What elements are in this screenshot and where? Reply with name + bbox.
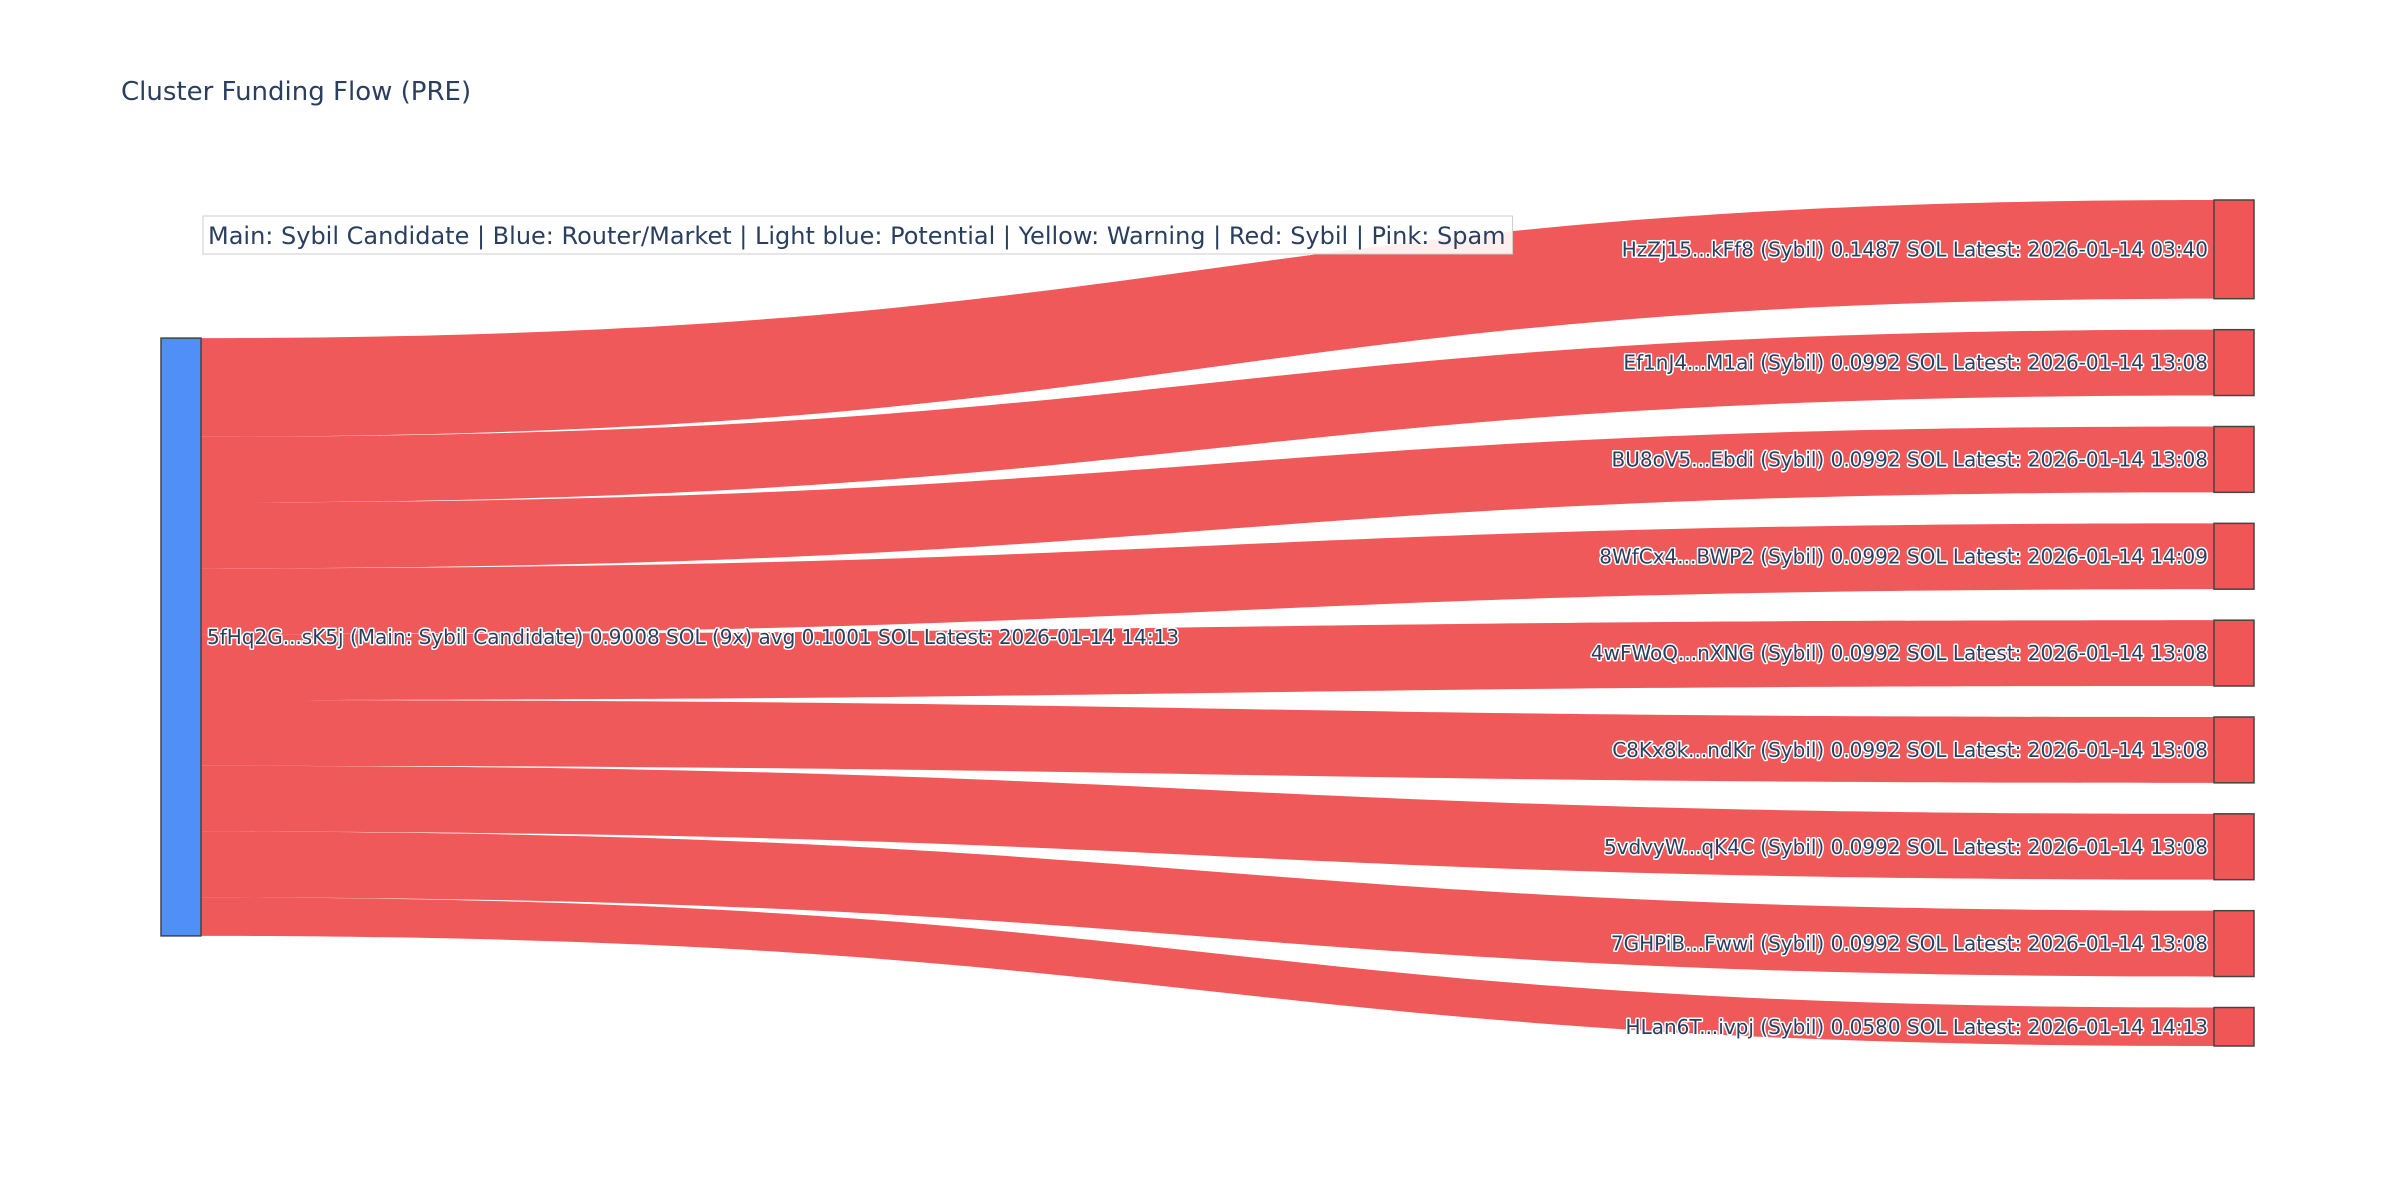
target-node-label: HzZj15...kFf8 (Sybil) 0.1487 SOL Latest:… xyxy=(1622,237,2208,261)
legend-box: Main: Sybil Candidate | Blue: Router/Mar… xyxy=(202,215,1514,255)
labels-layer: HzZj15...kFf8 (Sybil) 0.1487 SOL Latest:… xyxy=(206,236,2210,1040)
target-node-label: Ef1nJ4...M1ai (Sybil) 0.0992 SOL Latest:… xyxy=(1623,351,2208,375)
source-node-label: 5fHq2G...sK5j (Main: Sybil Candidate) 0.… xyxy=(207,625,1179,649)
flow-link-3 xyxy=(201,426,2214,569)
target-node-3 xyxy=(2213,425,2255,494)
target-node-7 xyxy=(2213,813,2255,881)
flow-link-8 xyxy=(201,831,2214,977)
target-node-4 xyxy=(2213,522,2255,590)
flow-link-1 xyxy=(201,200,2214,437)
nodes-layer xyxy=(160,199,2255,1047)
target-node-2 xyxy=(2213,328,2255,397)
target-node-label: HLan6T...ivpj (Sybil) 0.0580 SOL Latest:… xyxy=(1626,1015,2208,1039)
target-node-label: 8WfCx4...BWP2 (Sybil) 0.0992 SOL Latest:… xyxy=(1599,544,2208,568)
source-node xyxy=(160,337,202,937)
flow-link-6 xyxy=(201,699,2214,783)
links-layer xyxy=(201,200,2214,1046)
target-node-9 xyxy=(2213,1006,2255,1047)
target-node-label: 7GHPiB...Fwwi (Sybil) 0.0992 SOL Latest:… xyxy=(1611,932,2208,956)
chart-title: Cluster Funding Flow (PRE) xyxy=(121,77,471,107)
flow-link-2 xyxy=(201,329,2214,503)
legend-text: Main: Sybil Candidate | Blue: Router/Mar… xyxy=(208,222,1506,250)
target-node-label: 4wFWoQ...nXNG (Sybil) 0.0992 SOL Latest:… xyxy=(1591,641,2208,665)
flow-link-9 xyxy=(201,897,2214,1046)
target-node-1 xyxy=(2213,199,2255,300)
target-node-8 xyxy=(2213,909,2255,978)
target-node-6 xyxy=(2213,716,2255,784)
flow-link-4 xyxy=(201,523,2214,635)
target-node-5 xyxy=(2213,619,2255,687)
target-node-label: 5vdvyW...qK4C (Sybil) 0.0992 SOL Latest:… xyxy=(1604,835,2208,859)
flow-link-7 xyxy=(201,765,2214,880)
legend-background xyxy=(202,215,1514,255)
flow-link-5 xyxy=(201,620,2214,700)
target-node-label: BU8oV5...Ebdi (Sybil) 0.0992 SOL Latest:… xyxy=(1612,447,2208,471)
target-node-label: C8Kx8k...ndKr (Sybil) 0.0992 SOL Latest:… xyxy=(1612,738,2208,762)
